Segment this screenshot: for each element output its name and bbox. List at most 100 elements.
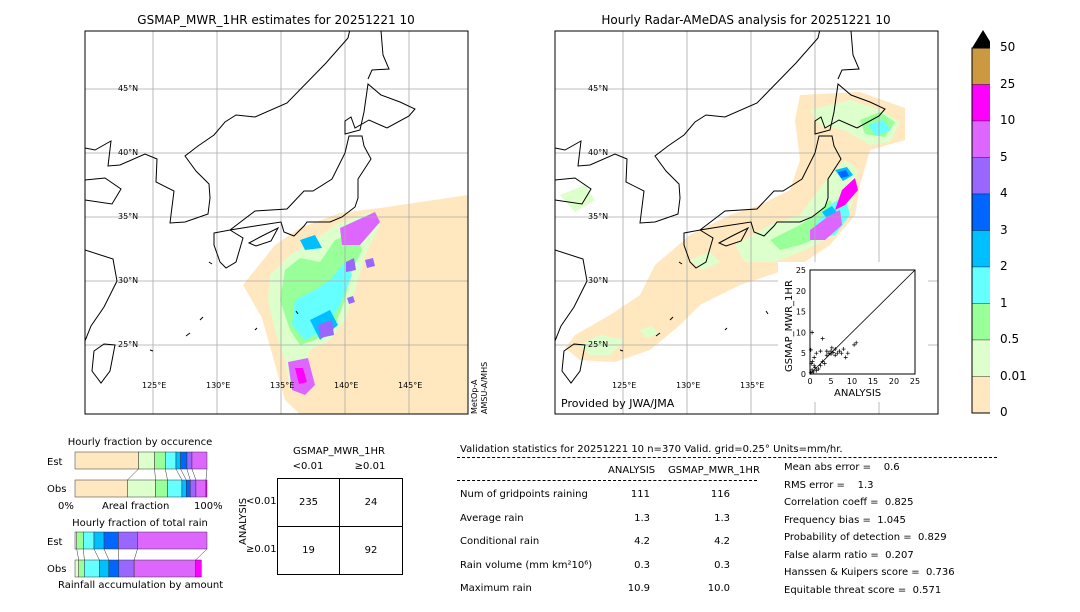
obs-segment	[74, 479, 128, 498]
divider	[457, 457, 997, 458]
validation-header: Validation statistics for 20251221 10 n=…	[460, 444, 843, 455]
connector-line	[165, 468, 168, 481]
obs-segment	[127, 479, 156, 498]
colorbar-segment	[971, 47, 990, 85]
scatter-point	[833, 347, 838, 352]
obs-segment	[205, 479, 208, 498]
colorbar-extend-arrow	[972, 30, 990, 48]
lon-label: 145°E	[398, 381, 423, 390]
col-label: ≥0.01	[354, 461, 386, 472]
obs-label: Obs	[47, 564, 67, 575]
connector-line	[175, 468, 183, 481]
lat-label: 45°N	[588, 84, 609, 93]
scatter-point	[808, 347, 813, 352]
lon-label: 125°E	[612, 381, 637, 390]
lat-label: 45°N	[118, 84, 139, 93]
x-tick-label: 10	[847, 377, 857, 386]
scatter-point	[829, 352, 833, 357]
contingency-col-title: GSMAP_MWR_1HR	[293, 446, 385, 457]
cell-miss: 19	[278, 526, 340, 574]
col-label: <0.01	[292, 461, 324, 472]
scatter-point	[808, 370, 813, 375]
colorbar-segment	[971, 193, 990, 231]
colorbar-label: 1	[1000, 295, 1008, 310]
scatter-point	[818, 349, 823, 354]
maps	[84, 30, 939, 415]
lat-label: 35°N	[588, 212, 609, 221]
obs-segment	[189, 479, 197, 498]
obs-segment	[118, 559, 135, 578]
scatter-point	[816, 367, 821, 372]
lat-label: 25°N	[118, 340, 139, 349]
connector-line	[93, 548, 100, 561]
lon-label: 135°E	[740, 381, 765, 390]
obs-segment	[99, 559, 110, 578]
obs-label: Obs	[47, 484, 67, 495]
row-label: <0.01	[246, 496, 277, 507]
x-tick-label: 20	[889, 377, 899, 386]
connector-line	[195, 548, 208, 561]
score-line: Frequency bias = 1.045	[784, 514, 906, 526]
scatter-ylabel: GSMAP_MWR_1HR	[784, 280, 795, 372]
score-line: Mean abs error = 0.6	[784, 462, 900, 473]
lat-label: 30°N	[588, 276, 609, 285]
est-segment	[93, 531, 105, 550]
stat-label: Average rain	[460, 512, 524, 524]
y-tick-label: 5	[801, 349, 806, 358]
data-credit: Provided by JWA/JMA	[561, 397, 675, 410]
occurrence-bars	[74, 451, 208, 498]
scatter-point	[812, 363, 817, 368]
y-tick-label: 25	[796, 266, 806, 275]
connector-line	[76, 548, 79, 561]
stat-gsmap: 10.0	[707, 583, 730, 594]
scatter-plot: 00 5 5 10 10 15 15 20 20 25 25	[796, 266, 920, 386]
score-line: False alarm ratio = 0.207	[784, 549, 914, 561]
stat-analysis: 1.3	[634, 512, 650, 524]
est-segment	[191, 451, 208, 470]
connector-line	[127, 468, 139, 481]
y-tick-label: 10	[796, 328, 806, 337]
obs-segment	[108, 559, 120, 578]
est-segment	[83, 531, 95, 550]
y-tick-label: 0	[801, 370, 806, 379]
scatter-point	[820, 359, 825, 364]
scatter-point	[824, 349, 829, 354]
sensor-label: AMSU-A/MHS	[480, 361, 489, 414]
lon-label: 135°E	[270, 381, 295, 390]
stat-label: Num of gridpoints raining	[460, 489, 588, 500]
x-tick-label: 15	[868, 377, 878, 386]
scatter-point	[812, 355, 817, 360]
est-segment	[118, 531, 138, 550]
lat-label: 40°N	[118, 148, 139, 157]
col-gsmap: GSMAP_MWR_1HR	[668, 465, 760, 476]
x-tick-label: 25	[910, 377, 920, 386]
score-line: Correlation coeff = 0.825	[784, 497, 914, 508]
est-segment	[138, 451, 155, 470]
lon-label: 130°E	[206, 381, 231, 390]
colorbar-segment	[971, 376, 990, 414]
connector-line	[180, 468, 187, 481]
contingency-table: 235 24 19 92	[277, 478, 403, 575]
connector-line	[191, 468, 197, 481]
scatter-point	[810, 359, 815, 364]
scatter-point	[837, 349, 842, 354]
score-line: Equitable threat score = 0.571	[784, 584, 942, 596]
scatter-point	[839, 351, 844, 356]
scatter-point	[820, 336, 825, 341]
one-to-one-line	[809, 269, 916, 375]
colorbar-label: 4	[1000, 186, 1008, 200]
right-map-title: Hourly Radar-AMeDAS analysis for 2025122…	[601, 13, 891, 27]
right-analysis-coverage	[565, 92, 905, 362]
stat-label: Maximum rain	[460, 583, 532, 594]
lon-label: 125°E	[142, 381, 167, 390]
cell-hit: 92	[364, 544, 378, 556]
axis-mid: Areal fraction	[102, 501, 170, 512]
stat-analysis: 0.3	[634, 559, 650, 571]
score-line: RMS error = 1.3	[784, 479, 874, 491]
colorbar-label: 0	[1000, 405, 1008, 419]
axis-right: 100%	[194, 501, 223, 512]
obs-segment	[74, 559, 79, 578]
lat-label: 30°N	[118, 276, 139, 285]
right-map-frame	[554, 30, 939, 415]
